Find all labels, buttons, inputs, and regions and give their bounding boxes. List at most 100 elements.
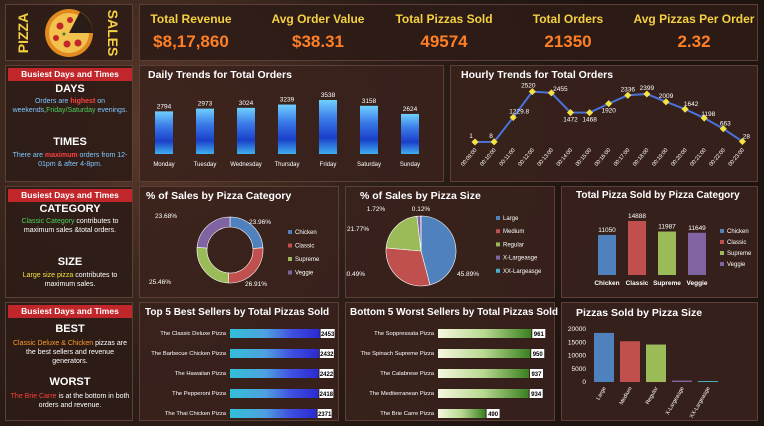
bottom5-bar [438,389,529,398]
size_pct-legend-label: X-Largeasge [503,256,538,262]
kpi-orders-value: 21350 [544,32,592,51]
insight-1-header: Busiest Days and Times [8,68,132,81]
cat_pct-slice-label: 26.91% [245,281,267,288]
daily-category-label: Saturday [357,162,381,168]
hourly-point [471,138,479,146]
top5-category-label: The Pepperoni Pizza [172,391,227,397]
size_pct-legend-label: XX-Largeasge [503,269,542,275]
insight-2-text-size: Large size pizza contributes to maximum … [22,272,118,288]
bottom5-bar-label-bg [532,329,546,338]
cat-total-bar [598,234,616,275]
brand-right: SALES [105,9,121,57]
hourly-tick-label: 00:23:00 [728,147,746,167]
bottom5-chart: The Soppressata Pizza 961 The Spinach Supr… [361,329,546,418]
top5-category-label: The Thai Chicken Pizza [165,411,227,417]
cat_pct-legend-label: Veggie [295,271,314,277]
bottom5-title: Bottom 5 Worst Sellers by Total Pizzas S… [350,307,559,318]
bottom5-bar [438,369,529,378]
hourly-trends-panel: Hourly Trends for Total Orders 1 00:09:00… [450,65,758,182]
cat-total-legend-label: Veggie [727,262,746,268]
daily-bar-label: 3538 [321,92,336,99]
cat-total-legend-label: Classic [727,240,746,246]
daily-category-label: Monday [153,162,174,168]
brand-left: PIZZA [15,12,31,54]
hourly-point-label: 2520 [521,83,536,90]
top5-bar-label: 2422 [320,372,334,378]
category-pct-chart: 23.96% Chicken 26.91% Classic 25.46% Supreme 2… [149,213,320,288]
daily-trends-chart: 2794 Monday 2973 Tuesday 3024 Wednesday 3239 Th… [153,92,420,168]
insight-3-title-worst: WORST [49,376,91,388]
cat-total-bar [628,221,646,275]
insight-2-title-size: SIZE [57,256,83,268]
cat_pct-slice-label: 23.68% [155,213,177,220]
hourly-tick-label: 00:16:00 [594,147,612,167]
cat_pct-slice [227,247,264,284]
size_pct-slice-label: 21.77% [347,226,369,233]
cat-total-category-label: Veggie [687,280,708,287]
size-total-panel: Pizzas Sold by Pizza Size 0 5000 10000 1500… [561,302,758,421]
cat_pct-slice [196,216,231,249]
top5-bar-label: 2453 [321,332,335,338]
cat-total-legend-swatch [720,229,724,233]
hourly-trends-title: Hourly Trends for Total Orders [461,69,614,81]
kpi-pizzas-label: Total Pizzas Sold [395,12,493,26]
daily-category-label: Thursday [274,162,299,168]
hourly-tick-label: 00:17:00 [613,147,631,167]
kpi-aov-value: $38.31 [292,32,344,51]
daily-bar [196,108,214,154]
hourly-point-label: 28 [743,133,751,140]
category-total-title: Total Pizza Sold by Pizza Category [576,190,740,201]
cat_pct-legend-label: Supreme [295,257,320,263]
size_pct-slice-label: 1.72% [367,206,386,213]
kpi-revenue-label: Total Revenue [150,12,232,26]
size-total-chart: 0 5000 10000 15000 20000 Large Medium Regular X-… [568,326,718,419]
cat-total-legend-label: Chicken [727,229,749,235]
cat_pct-legend-swatch [288,243,292,248]
insight-3-text-best: Classic Deluxe & Chicken pizzas are the … [12,340,127,365]
hourly-tick-label: 00:09:00 [460,147,478,167]
daily-bar-label: 3239 [280,97,295,104]
daily-category-label: Sunday [400,162,420,168]
size_pct-legend-label: Medium [503,229,524,235]
insight-panel-3: Busiest Days and Times BEST Classic Delu… [5,302,133,421]
cat_pct-slice-label: 25.46% [149,279,171,286]
size-total-category-label: Regular [645,386,660,406]
cat_pct-legend-swatch [288,270,292,275]
top5-bar-label: 2432 [320,352,334,358]
size-total-category-label: Medium [619,386,634,406]
daily-bar [237,107,255,154]
size_pct-slice-label: 0.12% [412,206,431,213]
insight-2-header: Busiest Days and Times [8,189,132,202]
size_pct-legend-swatch [496,255,500,260]
size-pct-title: % of Sales by Pizza Size [360,190,481,202]
insight-1-text-times: There are maximum orders from 12-01pm & … [12,152,128,168]
hourly-tick-label: 00:19:00 [651,147,669,167]
brand-panel: PIZZA SALES [5,4,133,61]
daily-bar [319,99,337,154]
size_pct-legend-swatch [496,268,500,273]
hourly-point-label: 2336 [621,86,636,93]
size-total-bar [594,332,614,382]
size_pct-legend-swatch [496,216,500,220]
cat-total-bar-label: 11649 [688,225,706,232]
bottom5-category-label: The Brie Carre Pizza [380,411,435,417]
size_pct-slice [420,215,457,286]
top5-bar-label: 2418 [320,392,334,398]
size-total-category-label: XX-Largeasge [689,386,712,419]
size-total-y-tick: 10000 [568,353,586,360]
hourly-tick-label: 00:10:00 [479,147,497,167]
hourly-point [605,100,613,108]
size-total-y-tick: 0 [582,379,586,386]
hourly-point-label: 2009 [659,93,674,100]
size-total-category-label: Large [595,386,607,401]
cat-total-bar [658,231,676,275]
insight-2-title-category: CATEGORY [39,203,101,215]
cat_pct-legend-swatch [288,257,292,261]
insight-2-text-category: Classic Category contributes to maximum … [21,218,119,234]
hourly-point-label: 2455 [553,86,568,93]
cat-total-category-label: Chicken [594,280,619,287]
top5-bar-label-bg [320,329,335,338]
size_pct-legend-swatch [496,229,500,234]
size-total-bar [672,380,692,382]
top5-bar-label: 2371 [318,412,332,418]
